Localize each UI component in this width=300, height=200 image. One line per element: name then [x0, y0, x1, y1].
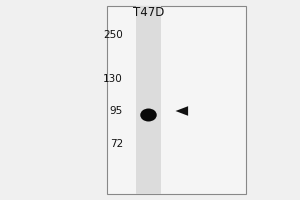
- Text: T47D: T47D: [133, 5, 164, 19]
- Text: 72: 72: [110, 139, 123, 149]
- Ellipse shape: [140, 108, 157, 121]
- Text: 95: 95: [110, 106, 123, 116]
- Polygon shape: [176, 106, 188, 116]
- Text: 250: 250: [103, 30, 123, 40]
- Bar: [136, 6, 161, 194]
- Text: 130: 130: [103, 74, 123, 84]
- Bar: [106, 6, 246, 194]
